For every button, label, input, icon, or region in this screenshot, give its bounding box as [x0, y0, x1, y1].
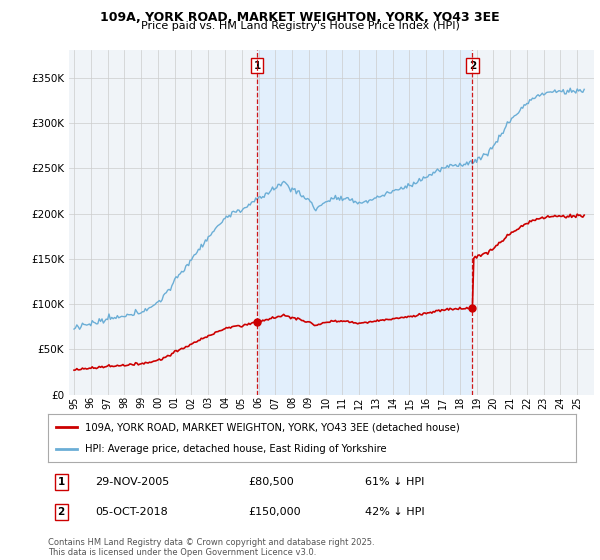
Text: 2: 2 [58, 507, 65, 517]
Text: 42% ↓ HPI: 42% ↓ HPI [365, 507, 424, 517]
Text: 2: 2 [469, 60, 476, 71]
Text: £80,500: £80,500 [248, 477, 295, 487]
Text: 109A, YORK ROAD, MARKET WEIGHTON, YORK, YO43 3EE (detached house): 109A, YORK ROAD, MARKET WEIGHTON, YORK, … [85, 422, 460, 432]
Text: 29-NOV-2005: 29-NOV-2005 [95, 477, 170, 487]
Text: 109A, YORK ROAD, MARKET WEIGHTON, YORK, YO43 3EE: 109A, YORK ROAD, MARKET WEIGHTON, YORK, … [100, 11, 500, 24]
Text: 05-OCT-2018: 05-OCT-2018 [95, 507, 168, 517]
Text: 61% ↓ HPI: 61% ↓ HPI [365, 477, 424, 487]
Text: HPI: Average price, detached house, East Riding of Yorkshire: HPI: Average price, detached house, East… [85, 444, 386, 454]
Text: Contains HM Land Registry data © Crown copyright and database right 2025.
This d: Contains HM Land Registry data © Crown c… [48, 538, 374, 557]
Text: 1: 1 [58, 477, 65, 487]
Text: £150,000: £150,000 [248, 507, 301, 517]
Text: 1: 1 [254, 60, 261, 71]
Text: Price paid vs. HM Land Registry's House Price Index (HPI): Price paid vs. HM Land Registry's House … [140, 21, 460, 31]
Bar [257, 50, 472, 395]
